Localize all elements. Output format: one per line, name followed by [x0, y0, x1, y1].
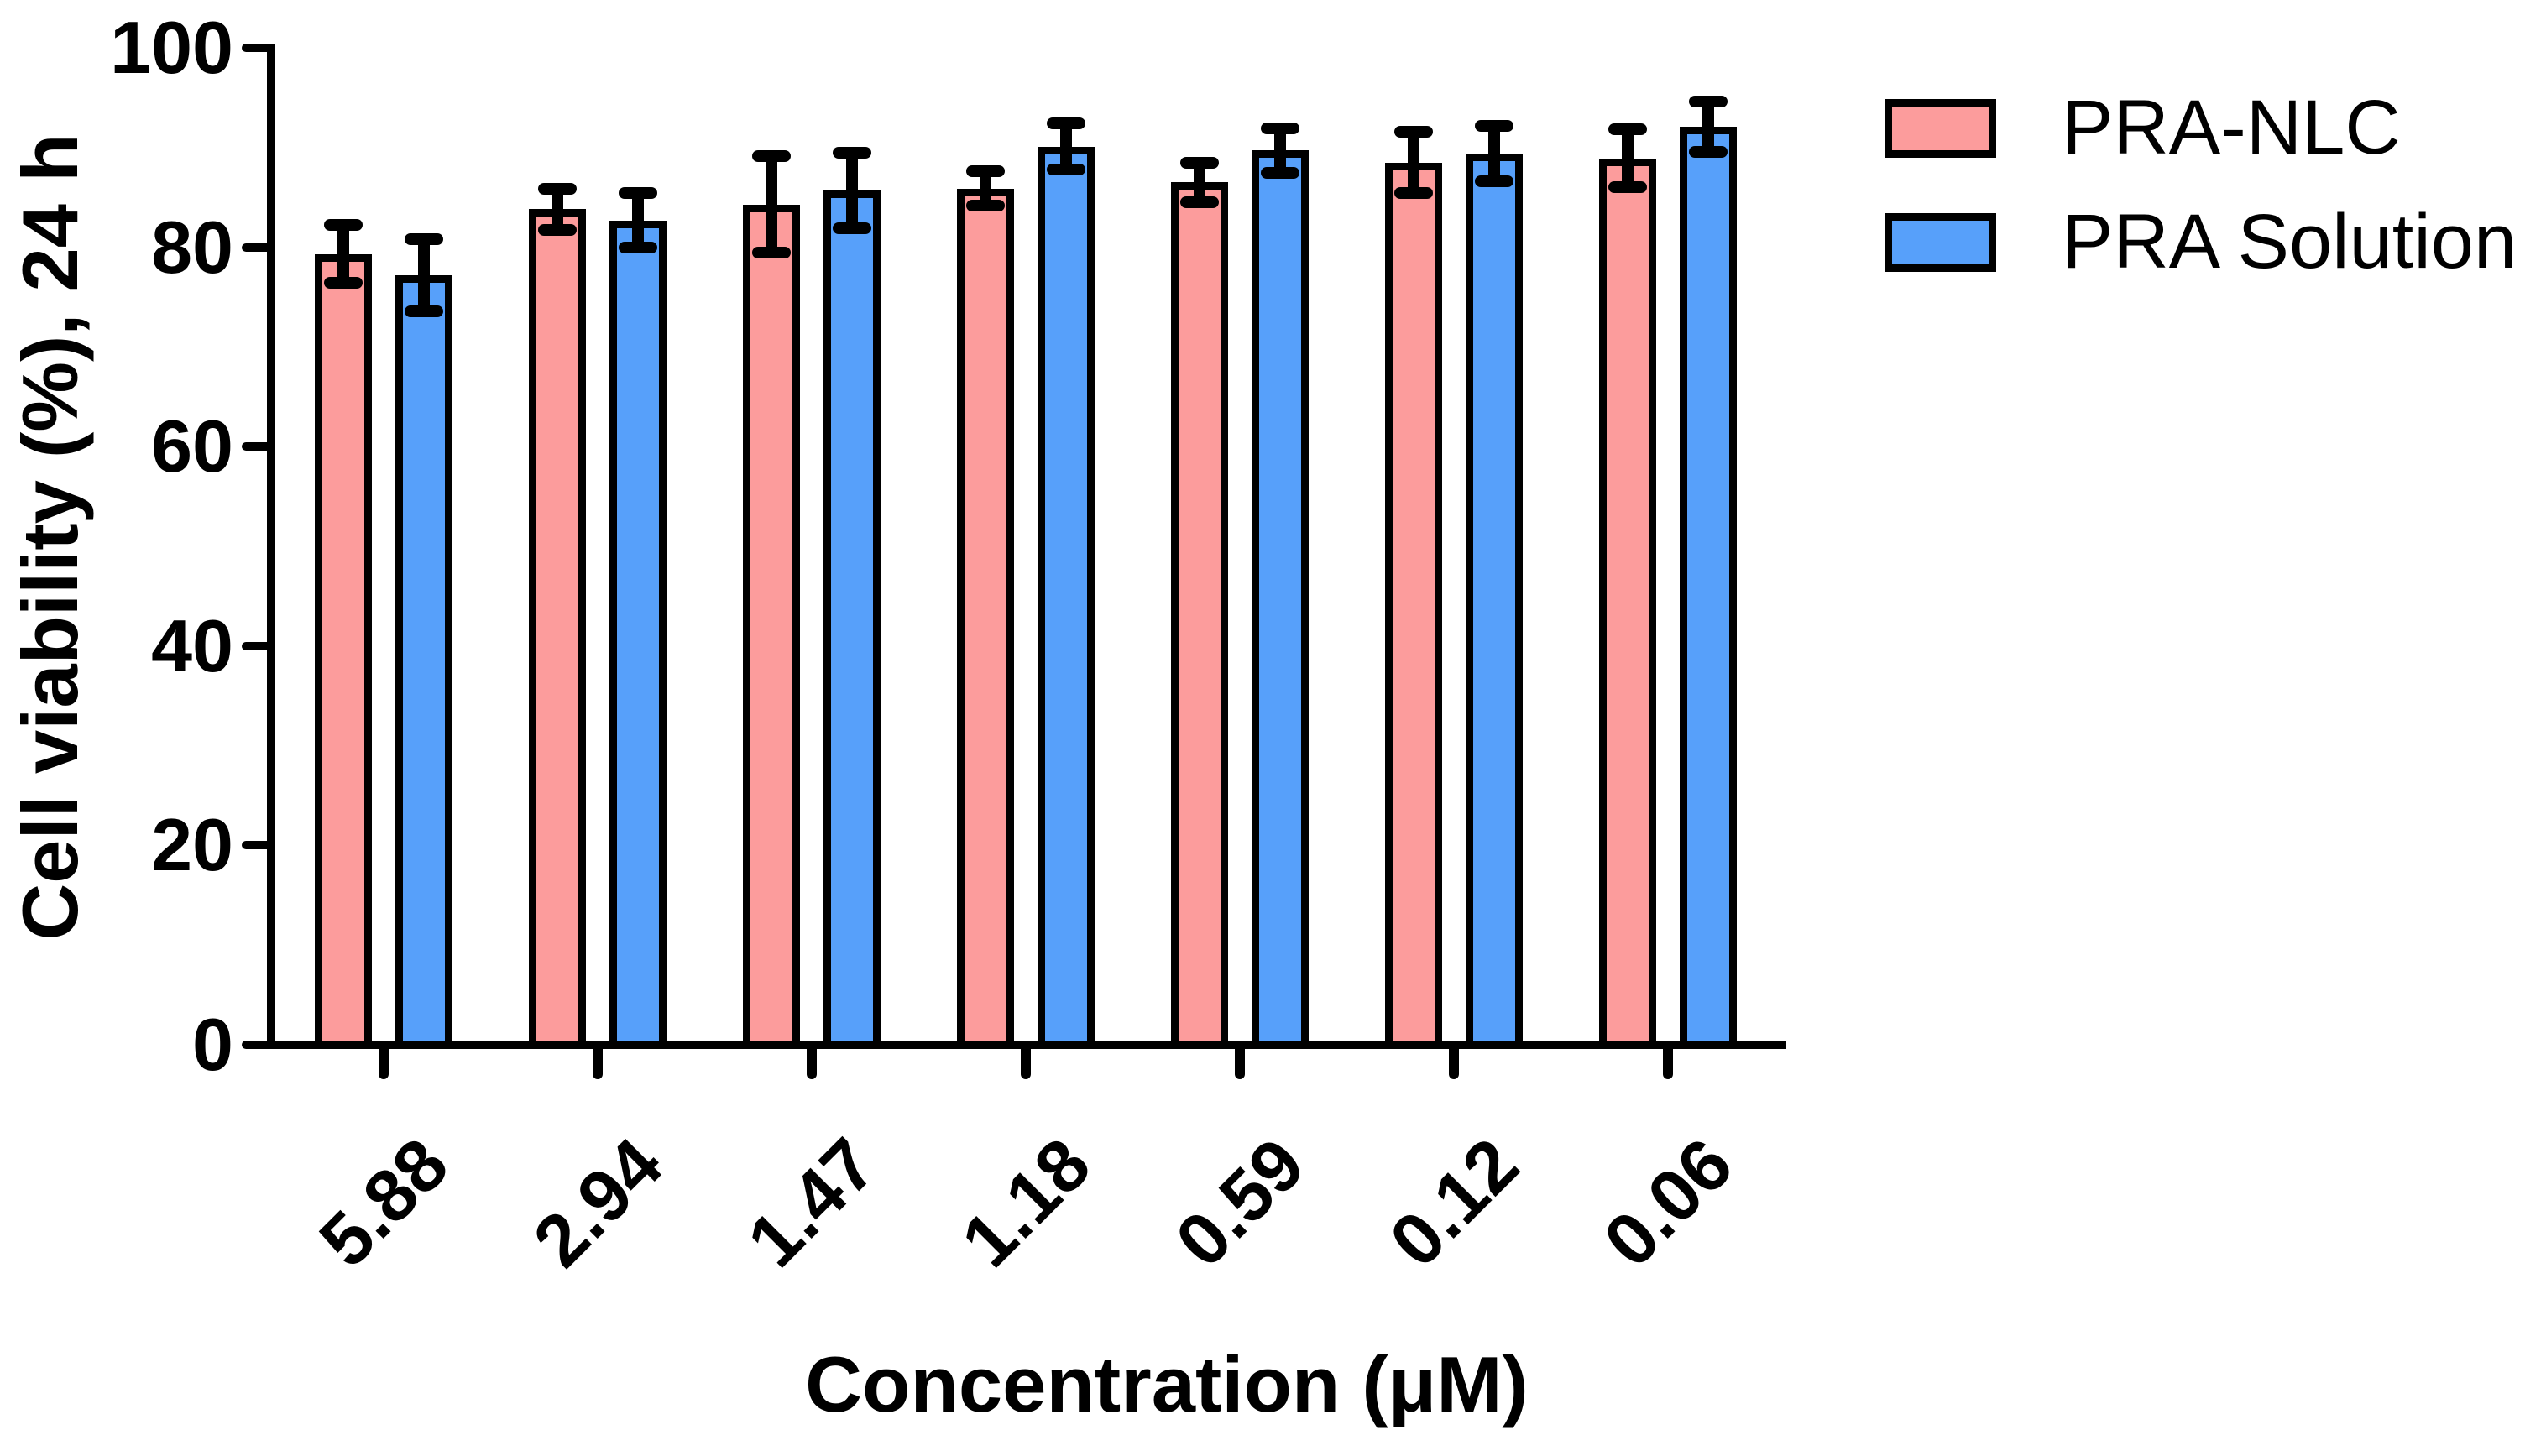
x-tick-1.47 — [807, 1047, 817, 1079]
error-cap-bottom-pra-solution-5.88 — [405, 305, 443, 317]
error-stem-pra-nlc-5.88 — [337, 225, 349, 283]
error-cap-top-pra-nlc-1.47 — [752, 150, 791, 162]
error-stem-pra-solution-5.88 — [418, 239, 430, 311]
error-cap-top-pra-solution-0.59 — [1261, 123, 1299, 134]
error-stem-pra-nlc-0.59 — [1194, 163, 1205, 202]
bar-pra-nlc-2.94 — [529, 209, 586, 1049]
x-tick-2.94 — [593, 1047, 603, 1079]
legend-swatch-pra-nlc — [1885, 98, 1996, 158]
y-tick-label-40: 40 — [151, 604, 233, 687]
bar-pra-nlc-0.59 — [1171, 182, 1228, 1049]
error-stem-pra-solution-0.12 — [1488, 126, 1500, 181]
bar-pra-solution-5.88 — [395, 275, 452, 1049]
error-stem-pra-solution-0.59 — [1274, 128, 1286, 173]
bar-pra-nlc-1.18 — [957, 189, 1014, 1049]
x-tick-label-1.47: 1.47 — [731, 1122, 892, 1283]
legend: PRA-NLC PRA Solution — [1885, 84, 2517, 286]
error-stem-pra-solution-0.06 — [1702, 102, 1714, 152]
legend-label-pra-solution: PRA Solution — [2062, 199, 2517, 284]
y-tick-20 — [242, 841, 272, 849]
error-cap-top-pra-nlc-2.94 — [538, 183, 577, 195]
y-tick-60 — [242, 442, 272, 451]
y-tick-label-0: 0 — [192, 1003, 233, 1086]
error-cap-top-pra-nlc-1.18 — [966, 165, 1005, 177]
y-tick-80 — [242, 243, 272, 252]
y-tick-label-60: 60 — [151, 404, 233, 488]
y-tick-40 — [242, 642, 272, 650]
y-tick-0 — [242, 1041, 272, 1049]
error-stem-pra-nlc-1.47 — [766, 156, 777, 253]
error-cap-bottom-pra-solution-1.47 — [833, 222, 871, 234]
error-cap-bottom-pra-nlc-5.88 — [324, 277, 363, 289]
x-axis-line — [267, 1041, 1786, 1049]
y-axis-line — [267, 44, 275, 1049]
error-stem-pra-solution-1.47 — [846, 153, 858, 228]
x-tick-0.12 — [1449, 1047, 1459, 1079]
x-tick-label-2.94: 2.94 — [517, 1122, 678, 1283]
y-tick-label-100: 100 — [110, 6, 233, 89]
error-cap-top-pra-solution-1.47 — [833, 147, 871, 159]
error-cap-bottom-pra-solution-2.94 — [619, 242, 657, 253]
error-cap-bottom-pra-nlc-0.59 — [1180, 196, 1219, 208]
y-tick-label-80: 80 — [151, 206, 233, 289]
error-stem-pra-nlc-1.18 — [980, 171, 991, 206]
error-cap-top-pra-nlc-0.06 — [1608, 123, 1647, 135]
error-cap-top-pra-solution-5.88 — [405, 233, 443, 245]
error-cap-bottom-pra-nlc-0.06 — [1608, 181, 1647, 193]
error-cap-bottom-pra-nlc-1.47 — [752, 247, 791, 258]
bar-pra-solution-1.18 — [1038, 147, 1095, 1049]
x-tick-0.59 — [1235, 1047, 1245, 1079]
error-cap-bottom-pra-solution-0.06 — [1689, 146, 1728, 158]
error-cap-bottom-pra-solution-1.18 — [1047, 164, 1085, 175]
x-tick-label-5.88: 5.88 — [303, 1122, 464, 1283]
bar-pra-nlc-0.06 — [1599, 159, 1656, 1049]
error-cap-bottom-pra-nlc-1.18 — [966, 200, 1005, 211]
x-tick-label-0.06: 0.06 — [1587, 1122, 1749, 1283]
x-tick-1.18 — [1021, 1047, 1031, 1079]
error-cap-bottom-pra-solution-0.12 — [1475, 175, 1513, 187]
legend-item-pra-nlc: PRA-NLC — [1885, 84, 2517, 172]
x-axis-title: Concentration (μM) — [805, 1340, 1529, 1428]
bar-pra-nlc-5.88 — [315, 254, 372, 1049]
x-tick-label-0.59: 0.59 — [1159, 1122, 1320, 1283]
error-cap-top-pra-solution-2.94 — [619, 187, 657, 199]
error-cap-top-pra-solution-0.12 — [1475, 120, 1513, 132]
bar-pra-nlc-0.12 — [1385, 163, 1442, 1049]
bar-pra-solution-0.12 — [1466, 154, 1523, 1049]
error-stem-pra-solution-2.94 — [632, 193, 644, 248]
bar-pra-solution-1.47 — [823, 190, 881, 1049]
bar-pra-solution-0.06 — [1680, 127, 1737, 1049]
error-stem-pra-nlc-2.94 — [552, 189, 563, 230]
legend-item-pra-solution: PRA Solution — [1885, 198, 2517, 286]
bar-pra-nlc-1.47 — [743, 205, 800, 1049]
error-cap-top-pra-solution-1.18 — [1047, 117, 1085, 129]
y-tick-label-20: 20 — [151, 803, 233, 886]
x-tick-0.06 — [1663, 1047, 1673, 1079]
error-cap-top-pra-solution-0.06 — [1689, 96, 1728, 107]
error-cap-top-pra-nlc-0.59 — [1180, 157, 1219, 169]
x-tick-label-0.12: 0.12 — [1373, 1122, 1534, 1283]
legend-label-pra-nlc: PRA-NLC — [2062, 85, 2401, 170]
error-cap-bottom-pra-nlc-0.12 — [1394, 187, 1433, 199]
error-cap-top-pra-nlc-0.12 — [1394, 126, 1433, 138]
error-cap-bottom-pra-solution-0.59 — [1261, 167, 1299, 179]
x-tick-label-1.18: 1.18 — [945, 1122, 1106, 1283]
bar-pra-solution-2.94 — [609, 221, 667, 1049]
error-cap-bottom-pra-nlc-2.94 — [538, 224, 577, 236]
x-tick-5.88 — [379, 1047, 389, 1079]
error-cap-top-pra-nlc-5.88 — [324, 219, 363, 231]
y-tick-100 — [242, 44, 272, 52]
error-stem-pra-nlc-0.06 — [1622, 129, 1634, 187]
error-stem-pra-nlc-0.12 — [1408, 132, 1419, 193]
error-stem-pra-solution-1.18 — [1060, 123, 1072, 170]
bar-pra-solution-0.59 — [1252, 150, 1309, 1049]
legend-swatch-pra-solution — [1885, 212, 1996, 272]
